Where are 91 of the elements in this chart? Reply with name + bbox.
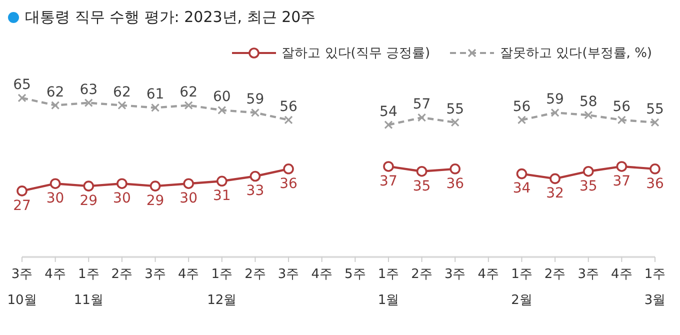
data-label: 27 — [13, 198, 31, 214]
data-label: 30 — [113, 190, 131, 207]
data-label: 62 — [46, 84, 64, 100]
data-label: 30 — [46, 190, 64, 207]
point — [284, 116, 293, 124]
point — [18, 94, 26, 102]
point — [416, 166, 428, 177]
point — [150, 180, 161, 192]
data-label: 32 — [546, 186, 564, 202]
legend-label: 잘못하고 있다(부정률, %) — [500, 45, 652, 62]
point — [584, 110, 593, 120]
data-label: 34 — [512, 180, 531, 197]
x-tick-label: 1주 11월 — [74, 267, 104, 308]
data-label: 55 — [646, 101, 664, 118]
point — [118, 100, 126, 110]
x-tick-label: 3주 — [278, 267, 300, 282]
data-label: 58 — [579, 94, 598, 110]
point — [184, 100, 193, 110]
x-tick-label: 4주 — [311, 267, 332, 282]
data-label: 56 — [612, 98, 631, 115]
point — [650, 118, 660, 127]
x-tick-label: 4주 — [611, 267, 632, 282]
x-tick-label: 3주 — [578, 267, 600, 282]
x-tick-label: 4주 — [178, 267, 200, 282]
data-label: 33 — [246, 183, 264, 200]
chart-title: 대통령 직무 수행 평가: 2023년, 최근 20주 — [25, 8, 316, 27]
x-tick-label: 2주 — [544, 267, 566, 282]
x-tick-label: 3주 10월 — [7, 267, 37, 308]
x-tick-label: 1주 3월 — [644, 267, 666, 308]
point — [16, 186, 28, 196]
point — [617, 116, 626, 124]
point — [216, 176, 228, 187]
x-tick-label: 5주 — [344, 267, 366, 282]
point — [450, 118, 460, 127]
x-tick-label: 1주 2월 — [511, 267, 532, 308]
point — [450, 164, 461, 174]
data-label: 37 — [380, 173, 398, 190]
point — [283, 164, 294, 174]
data-label: 59 — [246, 92, 264, 108]
x-tick-label: 2주 — [244, 267, 266, 282]
point — [250, 108, 260, 117]
point — [50, 178, 61, 189]
point — [250, 170, 261, 182]
data-label: 55 — [446, 101, 464, 118]
data-label: 63 — [80, 82, 98, 98]
x-tick-label: 3주 — [444, 267, 466, 282]
data-label: 35 — [579, 178, 598, 194]
data-label: 60 — [212, 89, 231, 106]
point — [84, 98, 93, 108]
point — [417, 113, 426, 122]
x-tick-label: 2주 — [411, 267, 432, 282]
data-label: 29 — [146, 192, 164, 209]
point — [517, 116, 526, 124]
data-label: 30 — [180, 190, 198, 207]
data-label: 37 — [612, 173, 631, 190]
data-label: 36 — [446, 176, 464, 192]
data-label: 29 — [80, 192, 98, 209]
data-label: 31 — [212, 188, 231, 204]
data-label: 36 — [280, 176, 298, 192]
data-label: 56 — [280, 98, 298, 115]
x-tick-label: 3주 — [144, 267, 166, 282]
data-label: 59 — [546, 92, 564, 108]
point — [384, 120, 393, 130]
data-label: 62 — [180, 84, 198, 100]
x-tick-label: 4주 — [44, 267, 66, 282]
x-tick-label: 1주 1월 — [378, 267, 400, 308]
point — [550, 173, 560, 184]
point — [183, 178, 194, 189]
point — [383, 161, 394, 172]
point — [150, 103, 160, 112]
point — [616, 161, 628, 172]
data-label: 57 — [412, 96, 431, 113]
data-label: 54 — [380, 104, 398, 120]
point — [218, 106, 226, 114]
point — [83, 180, 94, 192]
x-tick-label: 1주 12월 — [207, 267, 237, 308]
point — [650, 164, 660, 174]
data-label: 62 — [113, 84, 131, 100]
point — [550, 108, 560, 117]
x-tick-label: 4주 — [478, 267, 500, 282]
point — [51, 100, 60, 110]
point — [116, 178, 128, 189]
data-label: 65 — [13, 76, 31, 93]
point — [516, 168, 528, 180]
data-label: 61 — [146, 86, 164, 103]
data-label: 36 — [646, 176, 664, 192]
point — [582, 166, 594, 177]
data-label: 35 — [412, 178, 431, 194]
legend-label: 잘하고 있다(직무 긍정률) — [282, 45, 430, 62]
data-label: 56 — [512, 98, 531, 115]
x-tick-label: 2주 — [111, 267, 133, 282]
